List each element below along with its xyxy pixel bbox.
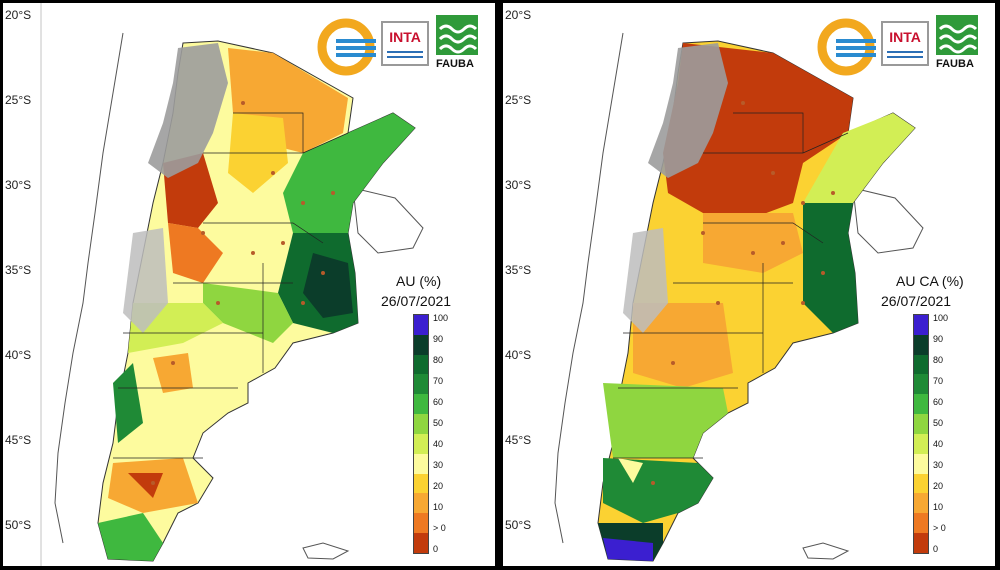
lat-label-25: 25°S <box>505 93 532 107</box>
map-panel-au: 20°S 25°S 30°S 35°S 40°S 45°S 50°S INTA … <box>3 3 495 566</box>
uruguay-outline <box>352 187 424 254</box>
legend-tick: 90 <box>933 334 944 344</box>
lat-label-20: 20°S <box>505 8 532 22</box>
lat-label-50: 50°S <box>505 518 532 532</box>
lat-label-45: 45°S <box>505 433 532 447</box>
legend-color-bar <box>413 314 429 554</box>
province-borders <box>613 112 849 459</box>
legend-date: 26/07/2021 <box>381 293 452 309</box>
legend-ticks: 100 90 80 70 60 50 40 30 20 10 > 0 0 <box>933 314 973 554</box>
andes-gray-region <box>648 43 728 178</box>
legend-tick: 10 <box>433 502 444 512</box>
legend-title: AU CA (%) <box>896 273 964 289</box>
legend-tick: 50 <box>933 418 944 428</box>
andes-gray-region <box>148 43 228 178</box>
legend-tick: 60 <box>933 397 944 407</box>
chile-coast-outline <box>54 32 124 544</box>
lat-label-35: 35°S <box>5 263 32 277</box>
legend-tick: 100 <box>433 313 449 323</box>
legend-date: 26/07/2021 <box>881 293 952 309</box>
inta-logo-icon: INTA <box>881 21 929 66</box>
argentina-map-au <box>40 3 424 566</box>
map-panel-au-ca: 20°S 25°S 30°S 35°S 40°S 45°S 50°S INTA … <box>503 3 995 566</box>
legend-tick: 0 <box>433 544 439 554</box>
station-dots <box>151 101 335 485</box>
region-mesopotamia <box>803 113 915 223</box>
legend-tick: 40 <box>433 439 444 449</box>
legend-tick: 40 <box>933 439 944 449</box>
province-borders <box>113 112 349 459</box>
region-buenos-aires-coast <box>803 203 858 333</box>
region-north-patagonia <box>633 303 733 388</box>
legend-tick: 50 <box>433 418 444 428</box>
legend-tick: 70 <box>433 376 444 386</box>
legend-tick: 90 <box>433 334 444 344</box>
legend-tick: 20 <box>433 481 444 491</box>
lat-label-40: 40°S <box>505 348 532 362</box>
uruguay-outline <box>852 187 924 254</box>
malvinas-outline <box>302 542 350 560</box>
legend-tick: > 0 <box>933 523 946 533</box>
lat-label-30: 30°S <box>5 178 32 192</box>
region-buenos-aires-dark <box>303 253 353 318</box>
region-south <box>98 513 163 561</box>
station-dots <box>651 101 835 485</box>
legend-color-bar <box>913 314 929 554</box>
andes-gray-region-south <box>623 228 668 333</box>
region-mesopotamia <box>283 113 415 243</box>
lat-label-50: 50°S <box>5 518 32 532</box>
legend-tick: > 0 <box>433 523 446 533</box>
lat-label-20: 20°S <box>5 8 32 22</box>
legend-tick: 0 <box>933 544 939 554</box>
chile-coast-outline <box>554 32 624 544</box>
legend-tick: 60 <box>433 397 444 407</box>
lat-label-25: 25°S <box>5 93 32 107</box>
region-santa-cruz-dry <box>128 473 163 498</box>
legend-title: AU (%) <box>396 273 442 289</box>
legend-tick: 100 <box>933 313 949 323</box>
fauba-logo-icon <box>436 15 478 55</box>
region-santa-cruz-spot <box>618 458 643 483</box>
inta-logo-text: INTA <box>889 29 921 45</box>
legend-tick: 30 <box>433 460 444 470</box>
region-central-patagonia <box>603 383 728 458</box>
legend-tick: 10 <box>933 502 944 512</box>
andes-gray-region-south <box>123 228 168 333</box>
region-andes-patagonia <box>113 363 143 443</box>
region-cuyo <box>168 223 223 283</box>
lat-label-40: 40°S <box>5 348 32 362</box>
region-tierra-del-fuego <box>603 538 653 561</box>
smn-logo-icon <box>317 18 376 76</box>
inta-logo-text: INTA <box>389 29 421 45</box>
legend-tick: 80 <box>433 355 444 365</box>
smn-logo-icon <box>817 18 876 76</box>
malvinas-outline <box>802 542 850 560</box>
region-dry-spot <box>153 353 193 393</box>
argentina-map-au-ca <box>554 32 924 562</box>
legend-ticks: 100 90 80 70 60 50 40 30 20 10 > 0 0 <box>433 314 473 554</box>
fauba-logo-text: FAUBA <box>436 58 474 70</box>
legend-tick: 70 <box>933 376 944 386</box>
lat-label-35: 35°S <box>505 263 532 277</box>
fauba-logo-text: FAUBA <box>936 58 974 70</box>
legend-tick: 20 <box>933 481 944 491</box>
inta-logo-icon: INTA <box>381 21 429 66</box>
legend-tick: 80 <box>933 355 944 365</box>
lat-label-45: 45°S <box>5 433 32 447</box>
legend-tick: 30 <box>933 460 944 470</box>
region-pampa-south <box>203 283 293 343</box>
lat-label-30: 30°S <box>505 178 532 192</box>
fauba-logo-icon <box>936 15 978 55</box>
region-center <box>703 213 803 273</box>
